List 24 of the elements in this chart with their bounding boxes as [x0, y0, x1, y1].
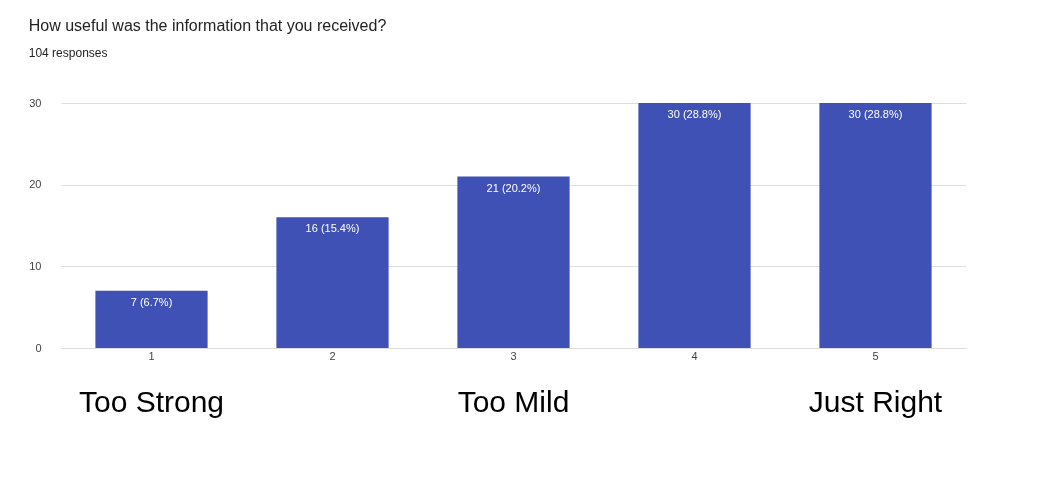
y-tick-label: 20 — [29, 178, 42, 191]
data-label: 21 (20.2%) — [486, 181, 541, 194]
bar — [638, 103, 751, 348]
data-label: 30 (28.8%) — [848, 108, 903, 120]
x-tick-label: 5 — [872, 349, 879, 362]
chart-subtitle: 104 responses — [28, 46, 108, 60]
data-label: 16 (15.4%) — [305, 222, 360, 235]
text: Just Right — [808, 385, 943, 418]
bar — [457, 176, 570, 348]
y-tick-label: 10 — [29, 259, 42, 272]
x-tick-label: 4 — [691, 349, 698, 362]
x-tick-label: 2 — [329, 349, 336, 362]
bar — [95, 290, 208, 348]
bar — [276, 217, 389, 348]
x-tick-label: 3 — [510, 349, 517, 362]
data-label: 7 (6.7%) — [130, 295, 173, 308]
y-tick-label: 30 — [29, 96, 42, 109]
text: Too Strong — [78, 385, 225, 418]
x-tick-label: 1 — [148, 349, 155, 362]
data-label: 30 (28.8%) — [667, 108, 722, 120]
bar — [819, 103, 932, 348]
chart-title: How useful was the information that you received? — [28, 17, 387, 34]
text: Too Mild — [457, 385, 570, 418]
y-tick-label: 0 — [35, 341, 42, 354]
